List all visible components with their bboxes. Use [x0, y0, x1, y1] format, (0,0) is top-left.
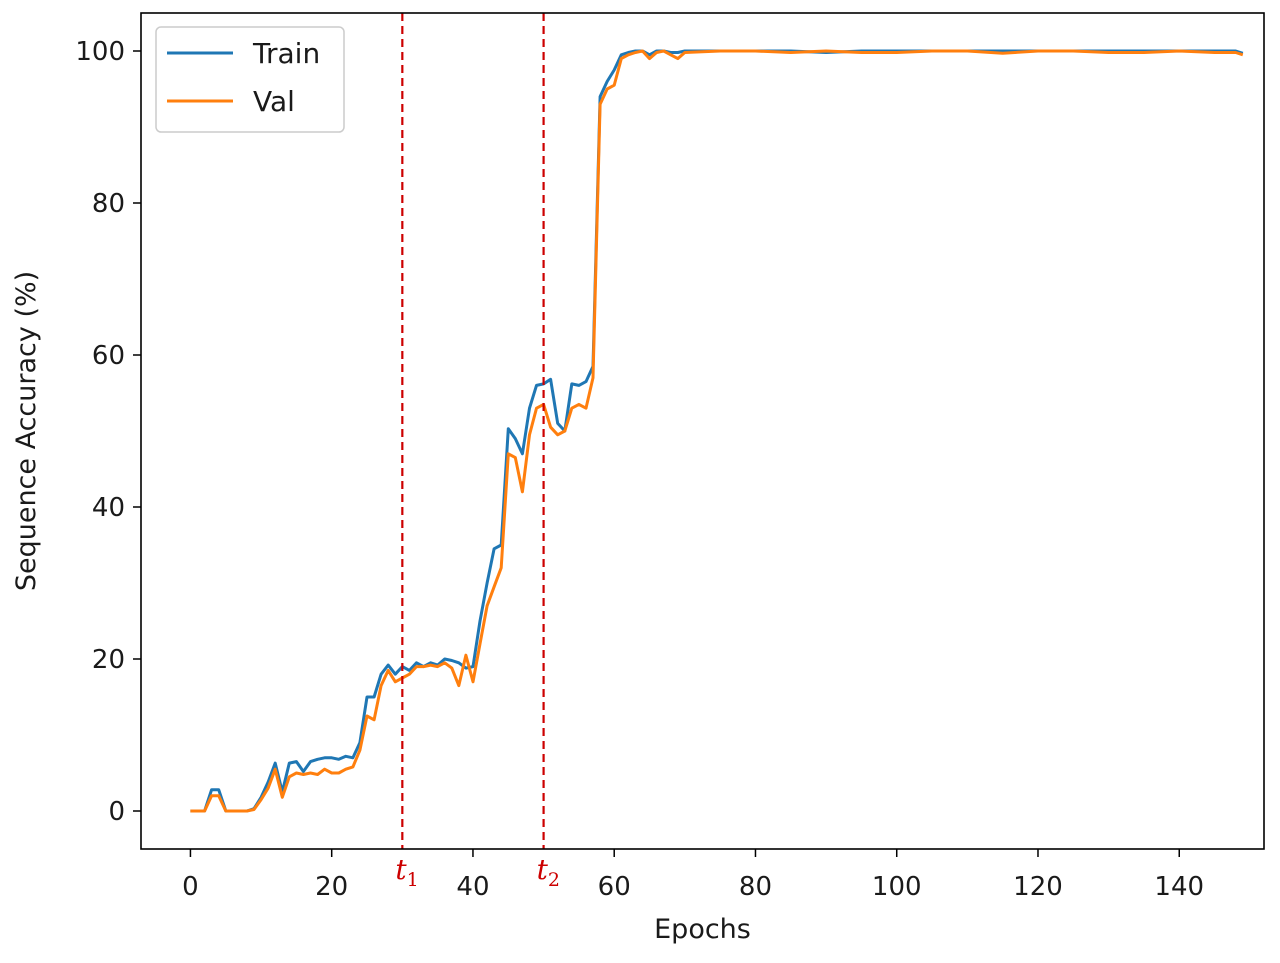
x-tick-label: 120 — [1013, 872, 1063, 902]
y-tick-label: 80 — [92, 189, 125, 219]
x-tick-label: 100 — [872, 872, 922, 902]
legend: Train Val — [155, 26, 345, 133]
x-axis-ticks: 0 20 40 60 80 100 120 140 — [182, 849, 1204, 902]
legend-label-val: Val — [253, 85, 295, 118]
marker-label-2: t2 — [537, 853, 560, 891]
x-tick-label: 140 — [1154, 872, 1204, 902]
marker-label-1: t1 — [395, 853, 418, 891]
x-tick-label: 80 — [739, 872, 772, 902]
y-tick-label: 20 — [92, 645, 125, 675]
x-tick-label: 20 — [315, 872, 348, 902]
y-axis-label: Sequence Accuracy (%) — [11, 271, 42, 591]
y-axis-ticks: 0 20 40 60 80 100 — [75, 37, 141, 827]
series-line-val — [190, 49, 1244, 813]
legend-label-train: Train — [252, 37, 320, 70]
y-tick-label: 100 — [75, 37, 125, 67]
y-tick-label: 0 — [108, 797, 125, 827]
x-tick-label: 0 — [182, 872, 199, 902]
y-tick-label: 40 — [92, 493, 125, 523]
y-tick-label: 60 — [92, 341, 125, 371]
plot-frame — [140, 12, 1265, 850]
x-tick-label: 40 — [456, 872, 489, 902]
plot-marks — [190, 13, 1244, 849]
x-tick-label: 60 — [598, 872, 631, 902]
x-axis-label: Epochs — [654, 914, 751, 945]
series-line-train — [190, 49, 1244, 813]
